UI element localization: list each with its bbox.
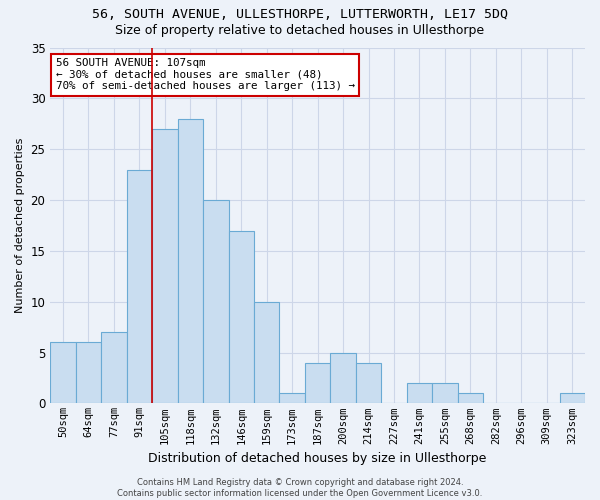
Bar: [305, 362, 331, 404]
Bar: [76, 342, 101, 404]
Text: Size of property relative to detached houses in Ullesthorpe: Size of property relative to detached ho…: [115, 24, 485, 37]
Text: 56 SOUTH AVENUE: 107sqm
← 30% of detached houses are smaller (48)
70% of semi-de: 56 SOUTH AVENUE: 107sqm ← 30% of detache…: [56, 58, 355, 92]
Bar: [127, 170, 152, 404]
Y-axis label: Number of detached properties: Number of detached properties: [15, 138, 25, 313]
Bar: [152, 129, 178, 404]
Bar: [50, 342, 76, 404]
Text: 56, SOUTH AVENUE, ULLESTHORPE, LUTTERWORTH, LE17 5DQ: 56, SOUTH AVENUE, ULLESTHORPE, LUTTERWOR…: [92, 8, 508, 20]
Bar: [254, 302, 280, 404]
Bar: [280, 393, 305, 404]
Bar: [203, 200, 229, 404]
Bar: [229, 230, 254, 404]
Bar: [560, 393, 585, 404]
X-axis label: Distribution of detached houses by size in Ullesthorpe: Distribution of detached houses by size …: [148, 452, 487, 465]
Bar: [101, 332, 127, 404]
Bar: [178, 118, 203, 404]
Bar: [407, 383, 432, 404]
Bar: [458, 393, 483, 404]
Text: Contains HM Land Registry data © Crown copyright and database right 2024.
Contai: Contains HM Land Registry data © Crown c…: [118, 478, 482, 498]
Bar: [432, 383, 458, 404]
Bar: [356, 362, 382, 404]
Bar: [331, 352, 356, 404]
